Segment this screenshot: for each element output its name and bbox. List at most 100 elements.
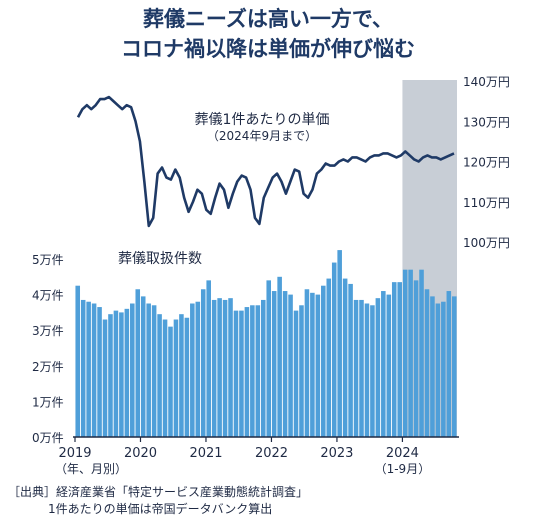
source-line1: 経済産業省「特定サービス産業動態統計調査」 [56, 485, 309, 499]
bar [364, 303, 370, 437]
bar [430, 296, 435, 437]
line-series-title: 葬儀1件あたりの単価 [195, 112, 330, 128]
bar [331, 262, 337, 437]
bar [282, 291, 288, 437]
bar [217, 298, 222, 437]
bar [266, 280, 272, 437]
source-note: ［出典］経済産業省「特定サービス産業動態統計調査」 1件あたりの単価は帝国データ… [8, 484, 308, 518]
bar [315, 294, 321, 437]
bar [299, 305, 304, 437]
bar [124, 308, 130, 437]
bar [184, 317, 190, 437]
bar [75, 285, 81, 437]
bar [250, 305, 255, 437]
bar [173, 319, 179, 437]
bar [288, 294, 293, 437]
bar [108, 314, 113, 437]
x-tick-label: 2023 [320, 446, 353, 461]
bar [348, 283, 353, 437]
bar-y-tick-label: 2万件 [32, 360, 64, 374]
bar-y-tick-label: 0万件 [32, 431, 64, 445]
bar [97, 307, 102, 437]
chart-title-line2: コロナ禍以降は単価が伸び悩む [121, 37, 415, 61]
bar [342, 278, 348, 437]
bar-y-tick-label: 4万件 [32, 289, 64, 303]
bar [413, 280, 419, 437]
bar [260, 299, 266, 437]
bar [135, 289, 141, 437]
bar [239, 310, 244, 437]
bar [441, 301, 446, 437]
bar-series-title: 葬儀取扱件数 [118, 251, 202, 267]
bar [233, 310, 239, 437]
bar [195, 301, 201, 437]
bar [293, 310, 299, 437]
chart-title-line1: 葬儀ニーズは高い一方で、 [142, 7, 394, 31]
unit-price-line [76, 95, 455, 228]
bar [381, 291, 386, 437]
bar [168, 326, 173, 437]
bar [397, 282, 402, 437]
line-y-tick-label: 130万円 [463, 115, 510, 129]
x-tick-label: 2019 [58, 446, 91, 461]
bar [102, 319, 108, 437]
bar-y-tick-label: 1万件 [32, 395, 64, 409]
bar [157, 314, 162, 437]
bar [419, 269, 424, 437]
bar [435, 303, 441, 437]
bar [140, 296, 146, 437]
bar [151, 305, 157, 437]
bar [119, 312, 124, 437]
bar [200, 289, 206, 437]
source-label: ［出典］ [8, 485, 57, 499]
bar [337, 250, 342, 437]
bar [375, 298, 381, 437]
bar [190, 303, 195, 437]
bar [326, 278, 332, 437]
source-line2: 1件あたりの単価は帝国データバンク算出 [48, 502, 273, 516]
x-axis-unit-note: （年、月別） [55, 462, 127, 476]
bar [424, 289, 430, 437]
bar [113, 310, 119, 437]
chart-title: 葬儀ニーズは高い一方で、 コロナ禍以降は単価が伸び悩む [0, 4, 536, 64]
bar [359, 299, 364, 437]
line-series-subtitle: （2024年9月まで） [207, 129, 317, 143]
bar [402, 269, 408, 437]
bar [408, 269, 413, 437]
line-y-tick-label: 100万円 [463, 236, 510, 250]
bar [370, 305, 375, 437]
bar [277, 276, 282, 437]
bar [310, 292, 315, 437]
line-y-tick-label: 110万円 [463, 196, 510, 210]
bar [271, 291, 277, 437]
bar [80, 299, 86, 437]
bar [222, 299, 228, 437]
bar-series [75, 250, 457, 437]
bar [86, 301, 91, 437]
bar [146, 303, 151, 437]
bar [321, 285, 326, 437]
x-tick-label: 2021 [189, 446, 222, 461]
bar-y-tick-label: 5万件 [32, 253, 64, 267]
x-tick-label: 2022 [255, 446, 288, 461]
bar [353, 299, 359, 437]
bar [244, 307, 250, 437]
bar [130, 303, 135, 437]
line-y-tick-label: 140万円 [463, 75, 510, 89]
bar [451, 296, 457, 437]
bar [179, 314, 184, 437]
x-tick-label: 2020 [124, 446, 157, 461]
bar [255, 305, 261, 437]
axis-ticks: 0万件 1万件 2万件 3万件 4万件 5万件 100万円 110万円 120万円 130万円 14… [32, 75, 510, 476]
x-tick-label: 2024 [386, 446, 419, 461]
bar [391, 282, 397, 437]
bar [211, 299, 217, 437]
bar-y-tick-label: 3万件 [32, 324, 64, 338]
chart-canvas: 0万件 1万件 2万件 3万件 4万件 5万件 100万円 110万円 120万円 130万円 14… [32, 75, 510, 476]
bar [386, 294, 392, 437]
bar [162, 319, 168, 437]
bar [228, 298, 233, 437]
bar [206, 280, 211, 437]
line-y-tick-label: 120万円 [463, 156, 510, 170]
bar [91, 303, 97, 437]
